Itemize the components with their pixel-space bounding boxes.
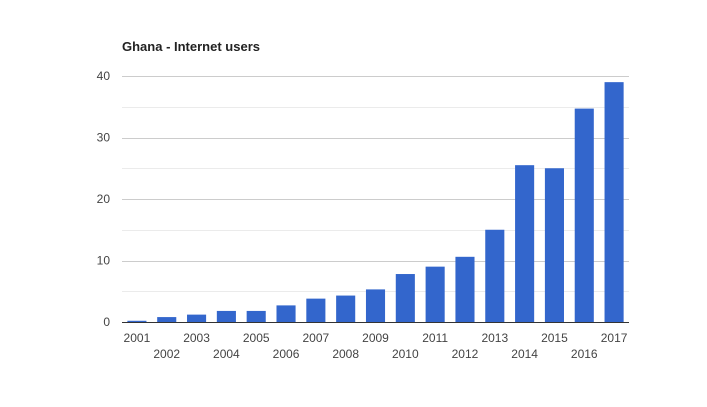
x-tick-label: 2002 <box>153 347 180 361</box>
bar-2012 <box>455 256 475 322</box>
x-tick-label: 2013 <box>481 331 508 345</box>
x-tick-label: 2014 <box>511 347 538 361</box>
bar-2001 <box>127 320 147 322</box>
x-tick-label: 2004 <box>213 347 240 361</box>
bar-2003 <box>187 314 207 322</box>
bars <box>127 82 624 323</box>
x-tick-label: 2012 <box>452 347 479 361</box>
gridlines <box>122 76 629 292</box>
x-tick-label: 2006 <box>273 347 300 361</box>
y-axis-ticks: 0 10 20 30 40 <box>97 69 111 329</box>
bar-2011 <box>425 266 445 322</box>
bar-2007 <box>306 298 326 322</box>
bar-2010 <box>395 274 415 322</box>
bar-2005 <box>246 310 266 322</box>
x-axis-ticks: 2001200220032004200520062007200820092010… <box>124 331 628 361</box>
bar-2004 <box>216 310 236 322</box>
y-tick-label: 40 <box>97 69 111 83</box>
x-tick-label: 2008 <box>332 347 359 361</box>
bar-2013 <box>485 229 505 322</box>
bar-2017 <box>604 82 624 323</box>
bar-2008 <box>336 295 356 322</box>
x-tick-label: 2016 <box>571 347 598 361</box>
bar-2006 <box>276 305 296 322</box>
x-tick-label: 2010 <box>392 347 419 361</box>
bar-2009 <box>365 289 386 322</box>
y-tick-label: 20 <box>97 192 111 206</box>
x-tick-label: 2011 <box>422 331 448 345</box>
chart-title: Ghana - Internet users <box>122 39 260 54</box>
bar-2002 <box>157 317 177 322</box>
bar-2014 <box>515 165 535 322</box>
y-tick-label: 0 <box>103 315 110 329</box>
x-tick-label: 2005 <box>243 331 270 345</box>
bar-2016 <box>574 108 594 322</box>
y-tick-label: 30 <box>97 131 111 145</box>
y-tick-label: 10 <box>97 254 111 268</box>
x-tick-label: 2007 <box>302 331 329 345</box>
x-tick-label: 2009 <box>362 331 389 345</box>
x-tick-label: 2015 <box>541 331 568 345</box>
x-tick-label: 2001 <box>124 331 151 345</box>
x-tick-label: 2003 <box>183 331 210 345</box>
x-tick-label: 2017 <box>601 331 628 345</box>
bar-2015 <box>544 168 564 322</box>
